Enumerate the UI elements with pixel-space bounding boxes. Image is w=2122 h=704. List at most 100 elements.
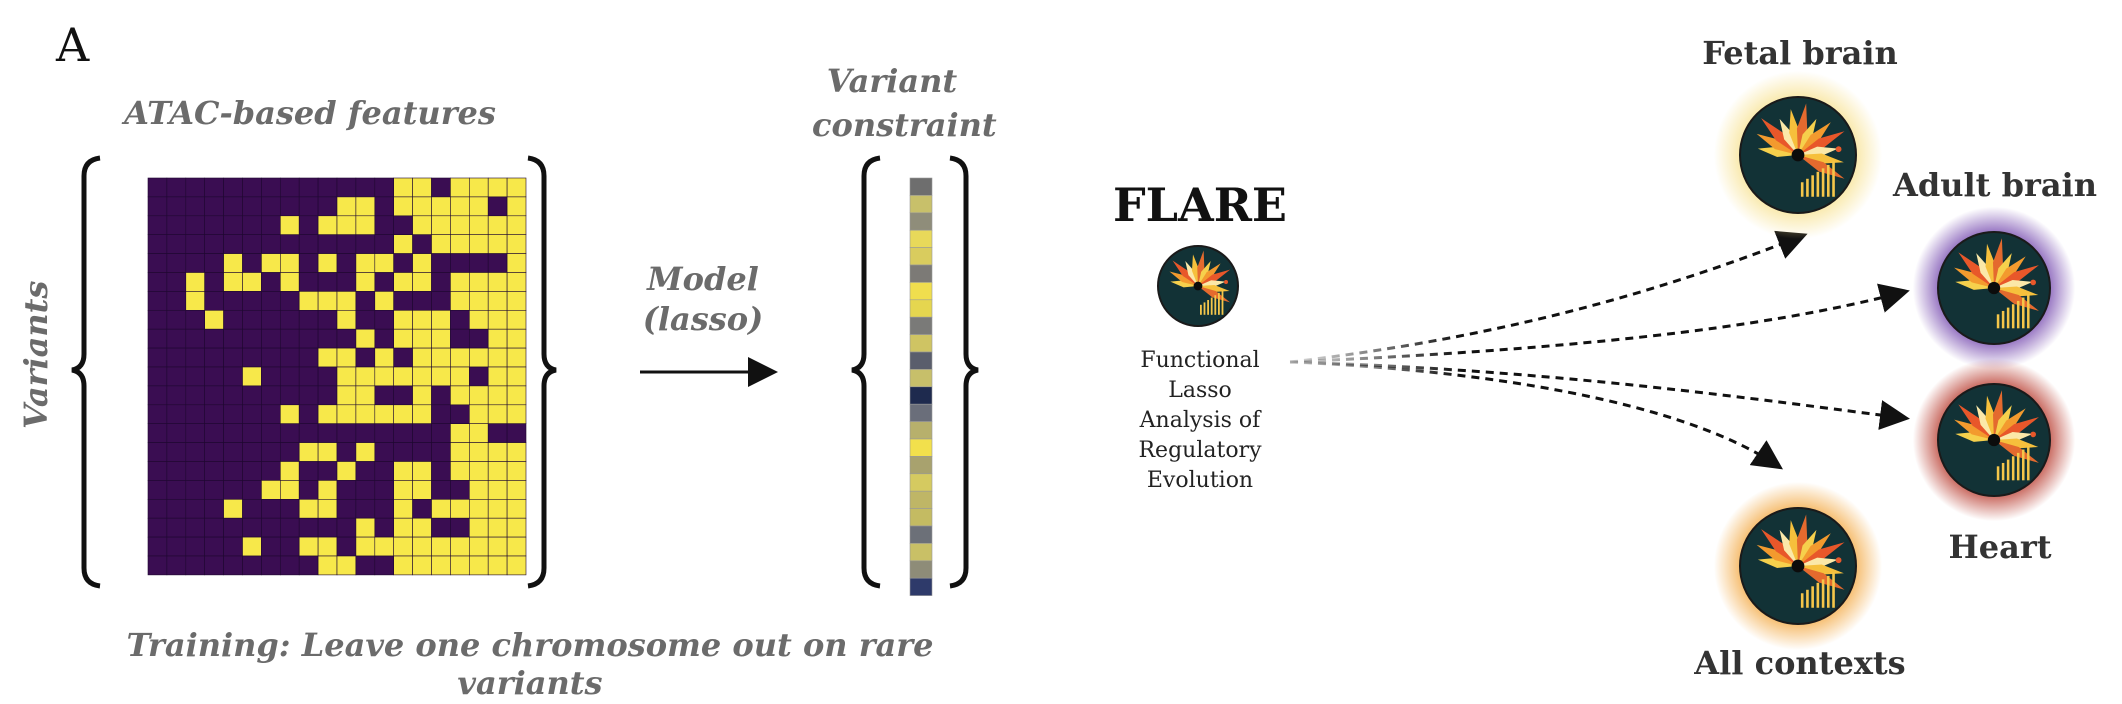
matrix-cell xyxy=(279,555,300,576)
matrix-cell xyxy=(506,215,527,236)
matrix-cell xyxy=(393,328,413,349)
matrix-cell xyxy=(355,536,376,557)
matrix-cell xyxy=(298,555,319,576)
matrix-cell xyxy=(223,555,243,576)
context-label-heart: Heart xyxy=(1948,528,2052,566)
matrix-cell xyxy=(412,347,432,368)
matrix-cell xyxy=(204,442,224,462)
matrix-cell xyxy=(242,385,262,406)
matrix-cell xyxy=(166,347,187,368)
flare-description-line: Lasso xyxy=(1168,378,1232,403)
matrix-cell xyxy=(468,498,489,519)
matrix-cell xyxy=(506,404,527,424)
matrix-cell xyxy=(242,480,262,500)
matrix-cell xyxy=(298,423,319,443)
matrix-cell xyxy=(374,253,394,273)
matrix-cell xyxy=(204,291,224,311)
matrix-cell xyxy=(431,366,451,387)
matrix-cell xyxy=(261,196,281,217)
matrix-cell xyxy=(242,555,262,576)
matrix-cell xyxy=(279,423,300,443)
matrix-cell xyxy=(431,555,451,576)
matrix-cell xyxy=(412,442,432,462)
matrix-cell xyxy=(298,404,319,424)
fetal-brain-logo-icon xyxy=(1713,70,1883,240)
matrix-cell xyxy=(317,555,338,576)
matrix-cell xyxy=(223,291,243,311)
matrix-cell xyxy=(336,215,357,236)
matrix-cell xyxy=(166,234,187,254)
matrix-cell xyxy=(336,498,357,519)
vector-cell xyxy=(909,195,933,214)
matrix-cell xyxy=(185,291,206,311)
matrix-cell xyxy=(468,177,489,198)
matrix-cell xyxy=(298,196,319,217)
matrix-cell xyxy=(355,461,376,481)
matrix-cell xyxy=(261,366,281,387)
matrix-cell xyxy=(393,442,413,462)
matrix-cell xyxy=(355,177,376,198)
matrix-cell xyxy=(374,404,394,424)
matrix-cell xyxy=(223,347,243,368)
matrix-cell xyxy=(506,442,527,462)
matrix-cell xyxy=(298,517,319,538)
vector-cell xyxy=(909,421,933,440)
flare-description-line: Evolution xyxy=(1146,468,1254,493)
matrix-cell xyxy=(147,385,168,406)
matrix-cell xyxy=(279,215,300,236)
matrix-cell xyxy=(204,328,224,349)
matrix-cell xyxy=(166,328,187,349)
matrix-cell xyxy=(393,177,413,198)
matrix-cell xyxy=(261,234,281,254)
matrix-cell xyxy=(204,272,224,292)
matrix-cell xyxy=(166,404,187,424)
matrix-cell xyxy=(261,442,281,462)
matrix-cell xyxy=(317,404,338,424)
matrix-cell xyxy=(506,177,527,198)
matrix-cell xyxy=(223,517,243,538)
matrix-cell xyxy=(261,404,281,424)
matrix-cell xyxy=(261,385,281,406)
matrix-cell xyxy=(431,177,451,198)
matrix-cell xyxy=(279,309,300,330)
flare-description: Functional Lasso Analysis of Regulatory … xyxy=(1095,346,1305,496)
matrix-cell xyxy=(412,536,432,557)
vector-cell xyxy=(909,299,933,318)
matrix-cell xyxy=(374,272,394,292)
matrix-cell xyxy=(261,272,281,292)
matrix-cell xyxy=(412,234,432,254)
matrix-cell xyxy=(468,423,489,443)
matrix-cell xyxy=(431,272,451,292)
flare-description-line: Regulatory xyxy=(1138,438,1262,463)
matrix-cell xyxy=(298,498,319,519)
matrix-cell xyxy=(242,517,262,538)
matrix-cell xyxy=(487,536,508,557)
matrix-cell xyxy=(336,366,357,387)
matrix-cell xyxy=(374,234,394,254)
matrix-cell xyxy=(279,347,300,368)
matrix-cell xyxy=(431,328,451,349)
vector-cell xyxy=(909,525,933,544)
matrix-cell xyxy=(298,272,319,292)
matrix-cell xyxy=(374,442,394,462)
matrix-cell xyxy=(374,309,394,330)
matrix-cell xyxy=(185,480,206,500)
matrix-cell xyxy=(166,291,187,311)
vector-cell xyxy=(909,334,933,353)
matrix-cell xyxy=(412,177,432,198)
matrix-cell xyxy=(412,423,432,443)
matrix-cell xyxy=(261,347,281,368)
matrix-cell xyxy=(279,442,300,462)
matrix-cell xyxy=(336,177,357,198)
matrix-cell xyxy=(468,442,489,462)
matrix-cell xyxy=(450,177,470,198)
matrix-cell xyxy=(468,555,489,576)
matrix-cell xyxy=(355,234,376,254)
matrix-cell xyxy=(393,253,413,273)
matrix-cell xyxy=(185,366,206,387)
vector-cell xyxy=(909,473,933,492)
matrix-cell xyxy=(317,536,338,557)
matrix-cell xyxy=(431,385,451,406)
flare-description-line: Functional xyxy=(1140,348,1260,373)
matrix-cell xyxy=(166,423,187,443)
